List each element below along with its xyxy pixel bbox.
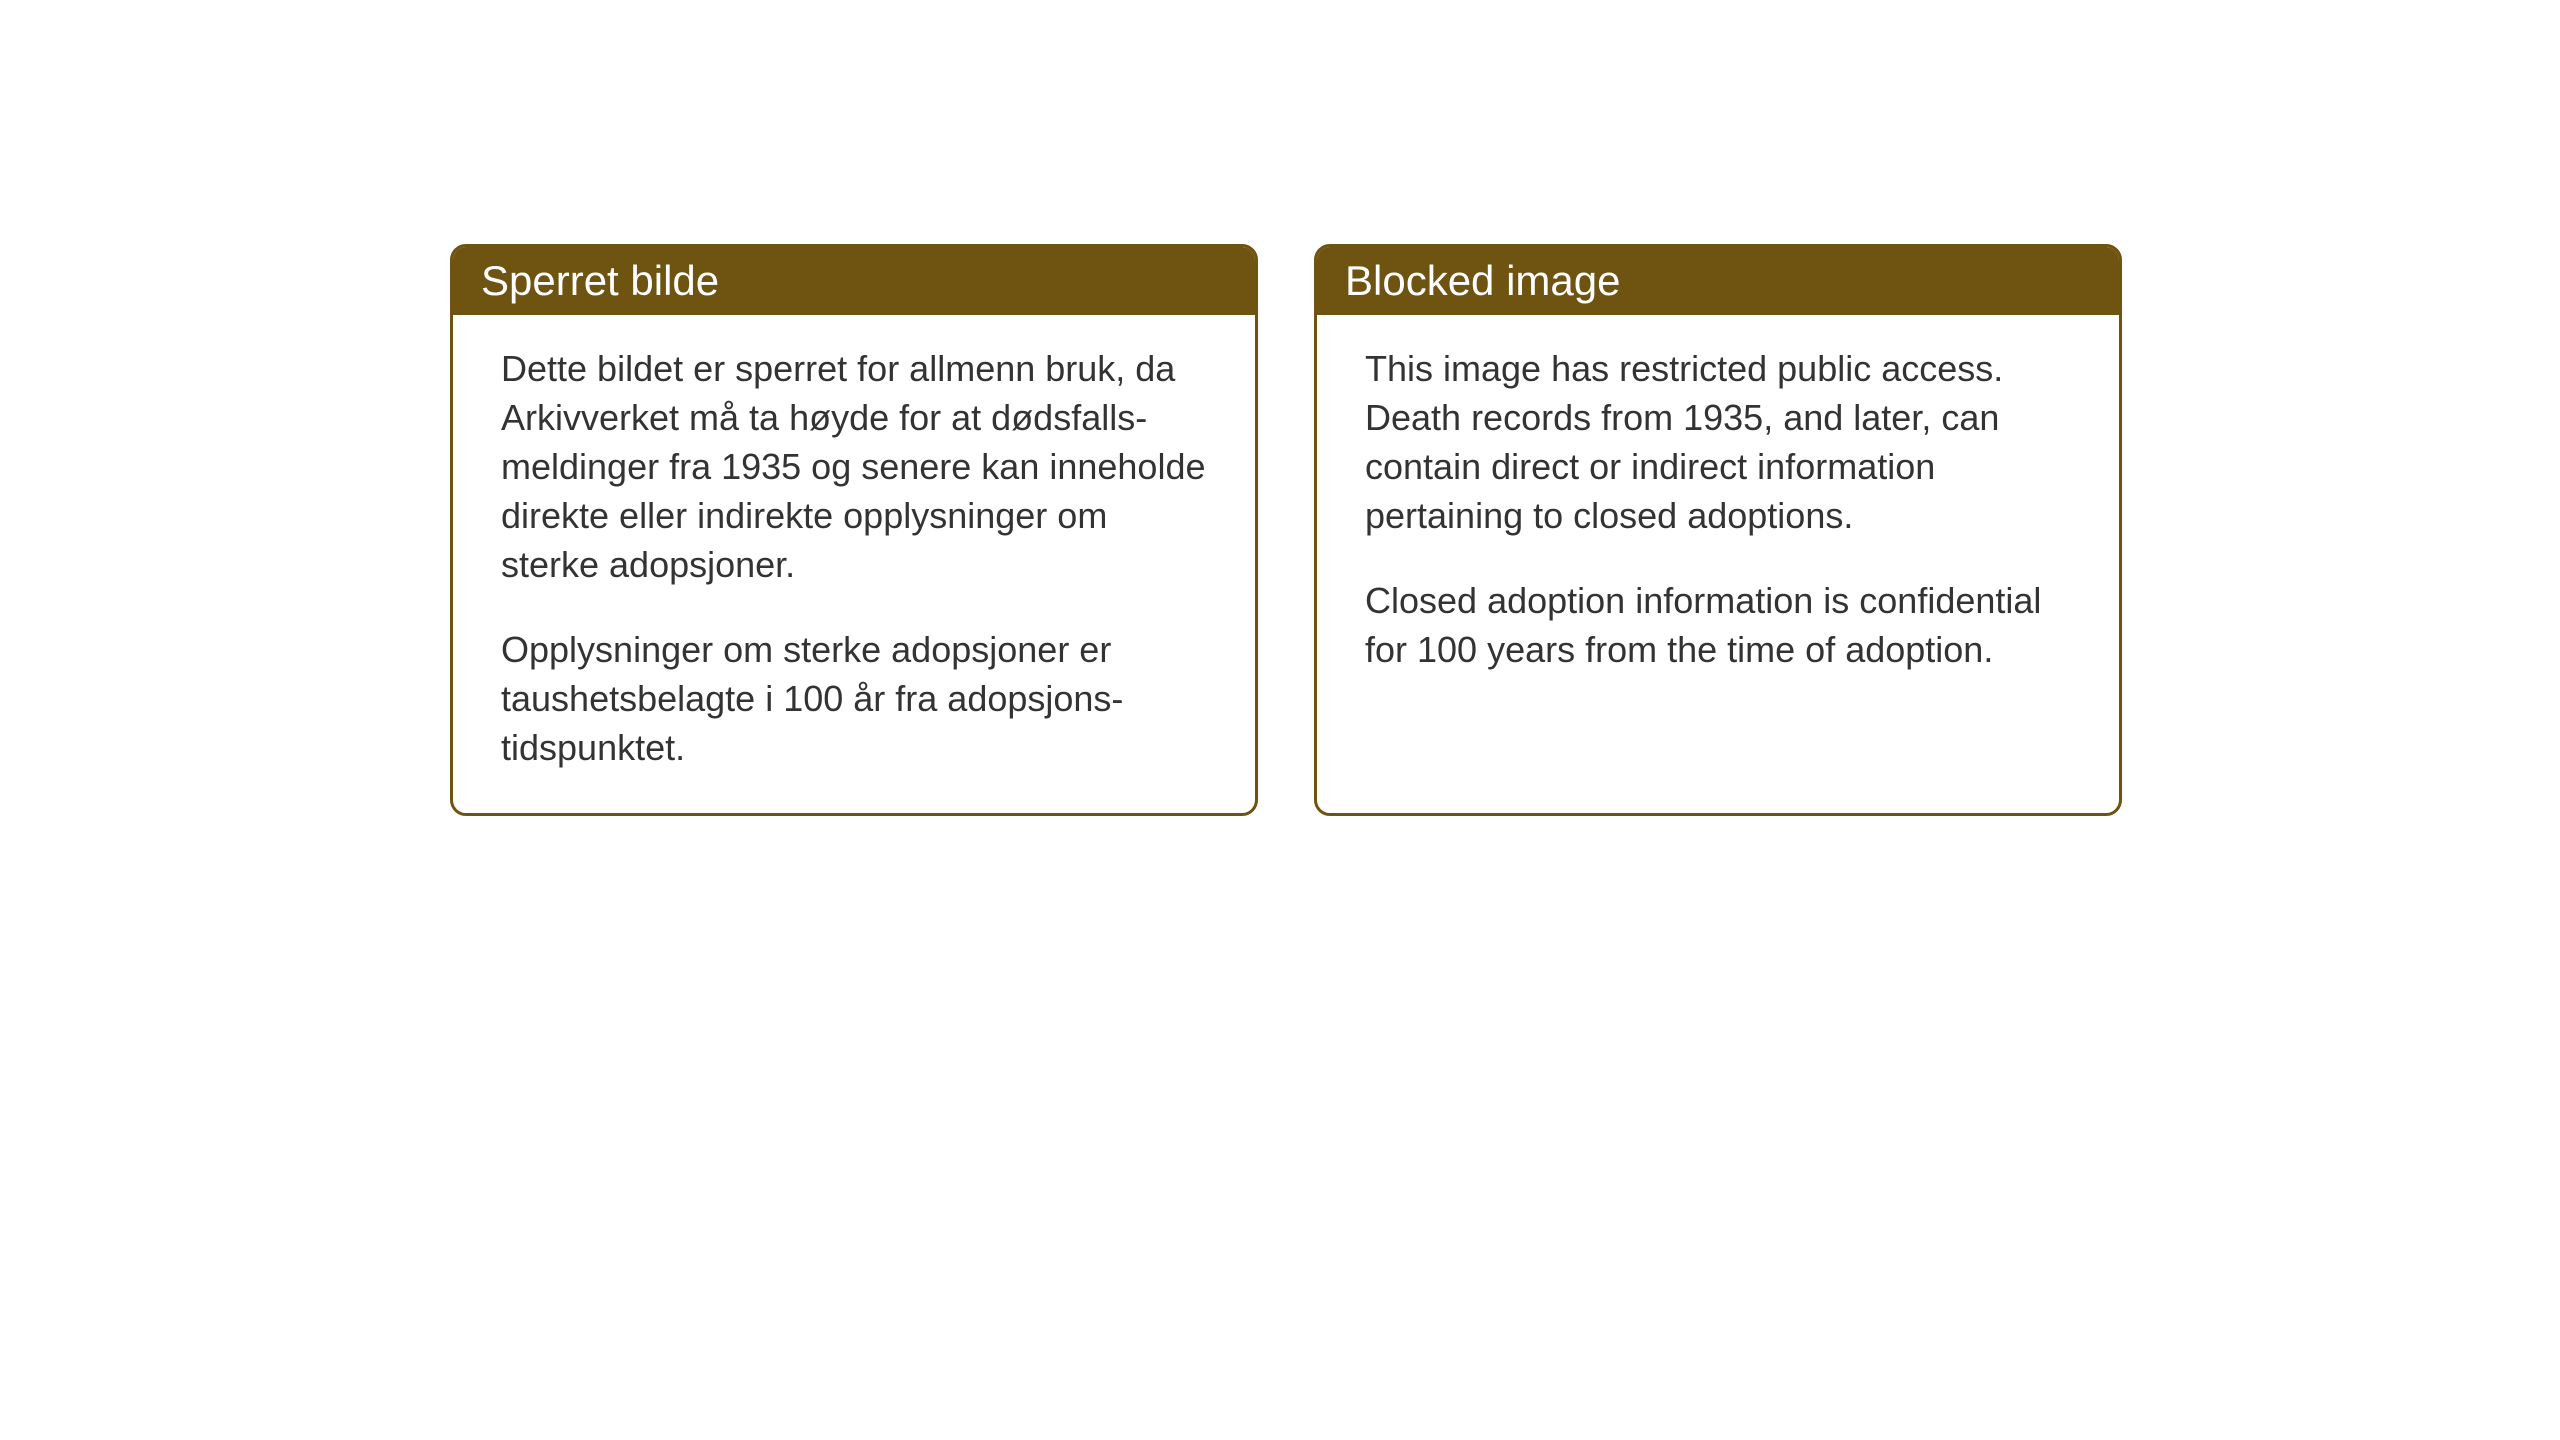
notice-paragraph: Opplysninger om sterke adopsjoner er tau…	[501, 626, 1207, 773]
notice-paragraph: Dette bildet er sperret for allmenn bruk…	[501, 345, 1207, 590]
notice-card-norwegian: Sperret bilde Dette bildet er sperret fo…	[450, 244, 1258, 816]
card-body-english: This image has restricted public access.…	[1317, 315, 2119, 715]
notice-cards-container: Sperret bilde Dette bildet er sperret fo…	[450, 244, 2122, 816]
notice-paragraph: Closed adoption information is confident…	[1365, 577, 2071, 675]
card-body-norwegian: Dette bildet er sperret for allmenn bruk…	[453, 315, 1255, 813]
notice-card-english: Blocked image This image has restricted …	[1314, 244, 2122, 816]
card-header-english: Blocked image	[1317, 247, 2119, 315]
card-header-norwegian: Sperret bilde	[453, 247, 1255, 315]
notice-paragraph: This image has restricted public access.…	[1365, 345, 2071, 541]
